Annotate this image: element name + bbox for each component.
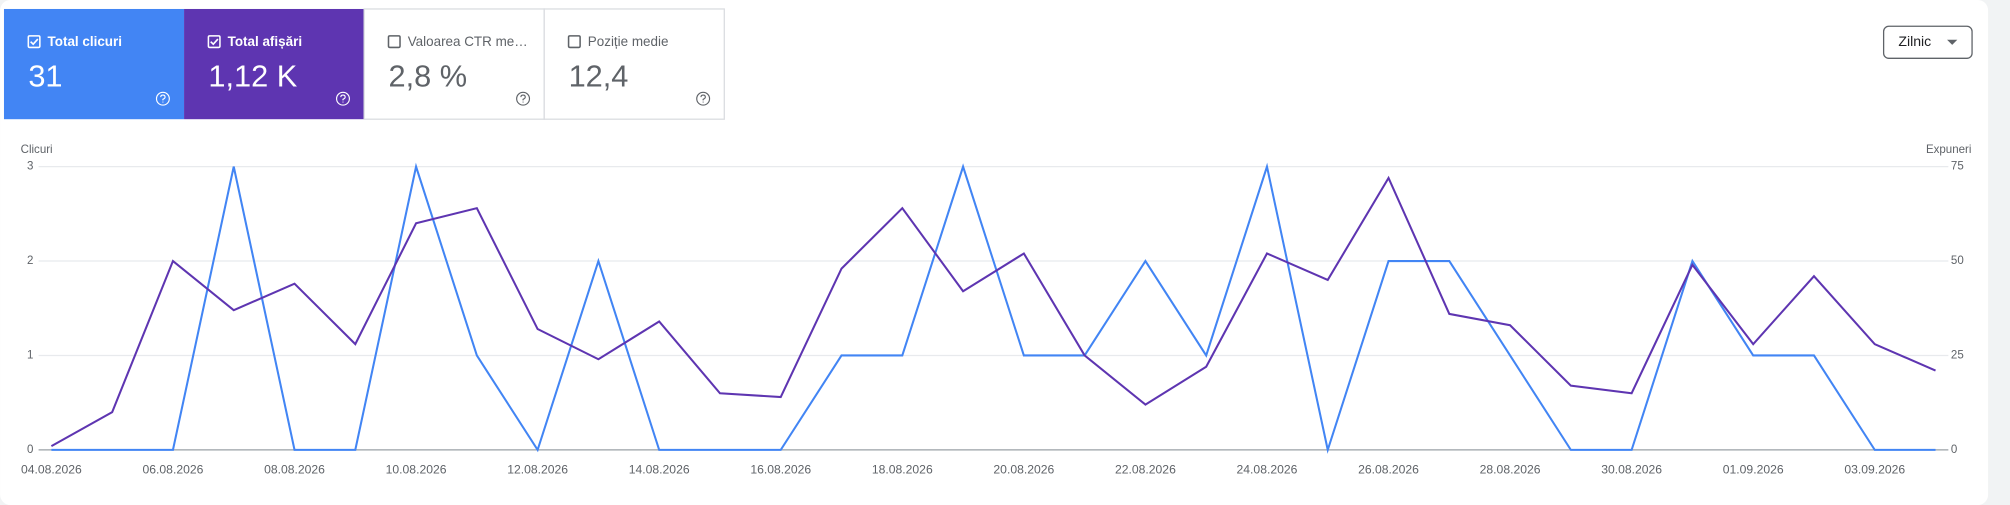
x-tick-label: 26.08.2026 [1358,463,1419,477]
metric-card[interactable]: Poziție medie 12,4 [543,8,725,120]
dropdown-label[interactable]: Zilnic [1898,33,1931,49]
y2-tick-label: 0 [1951,444,1957,456]
y2-tick-label: 75 [1951,161,1964,173]
card-label: Total clicuri [48,34,122,49]
metric-card[interactable]: Valoarea CTR me… 2,8 % [363,8,545,120]
metric-card[interactable]: Total afișări 1,12 K [184,8,365,120]
help-glyph [700,94,706,103]
x-tick-label: 30.08.2026 [1601,463,1662,477]
y-tick-label: 2 [27,255,33,267]
card-label: Valoarea CTR me… [408,34,528,49]
card-bg[interactable] [3,8,185,120]
help-icon[interactable] [696,91,711,106]
help-glyph [340,94,346,103]
card-value: 31 [28,58,62,93]
x-tick-label: 18.08.2026 [872,463,933,477]
dropdown-arrow [1947,39,1958,45]
metric-card[interactable]: Total clicuri 31 [3,8,185,120]
checkbox[interactable] [27,35,41,49]
y-tick-label: 1 [27,350,33,362]
help-glyph [160,94,166,103]
help-icon[interactable] [336,91,350,106]
help-icon[interactable] [516,91,531,106]
x-tick-label: 01.09.2026 [1723,463,1784,477]
card-label: Total afișări [228,34,302,49]
y-tick-label: 3 [27,161,33,173]
dropdown[interactable]: Zilnic [1882,25,1973,59]
x-tick-label: 03.09.2026 [1844,463,1905,477]
dropdown-box[interactable] [1882,25,1973,59]
y-tick-label: 0 [27,444,33,456]
x-tick-label: 10.08.2026 [386,463,447,477]
card-value: 1,12 K [208,58,297,93]
x-tick-label: 28.08.2026 [1480,463,1541,477]
checkmark [30,38,39,46]
series-line [50,175,1936,447]
checkbox[interactable] [567,35,581,49]
y2-tick-label: 25 [1951,350,1964,362]
x-tick-label: 06.08.2026 [143,463,204,477]
x-tick-label: 24.08.2026 [1237,463,1298,477]
help-icon[interactable] [155,91,170,106]
x-tick-label: 14.08.2026 [629,463,690,477]
card-bg[interactable] [543,8,725,120]
x-tick-label: 22.08.2026 [1115,463,1176,477]
help-glyph [520,94,526,103]
card-bg[interactable] [363,8,545,120]
x-tick-label: 04.08.2026 [21,463,82,477]
x-tick-label: 16.08.2026 [750,463,811,477]
checkbox[interactable] [387,35,401,49]
y2-axis-label: Expuneri [1926,144,1971,156]
checkmark [210,38,219,46]
card-bg[interactable] [184,8,365,120]
card-value: 2,8 % [388,58,467,93]
checkbox[interactable] [207,35,221,49]
x-tick-label: 12.08.2026 [507,463,568,477]
series-line [51,162,1936,454]
y2-tick-label: 50 [1951,255,1964,267]
x-tick-label: 20.08.2026 [993,463,1054,477]
card-value: 12,4 [569,58,629,93]
y-axis-label: Clicuri [21,144,53,156]
card-label: Poziție medie [588,34,669,49]
x-tick-label: 08.08.2026 [264,463,325,477]
